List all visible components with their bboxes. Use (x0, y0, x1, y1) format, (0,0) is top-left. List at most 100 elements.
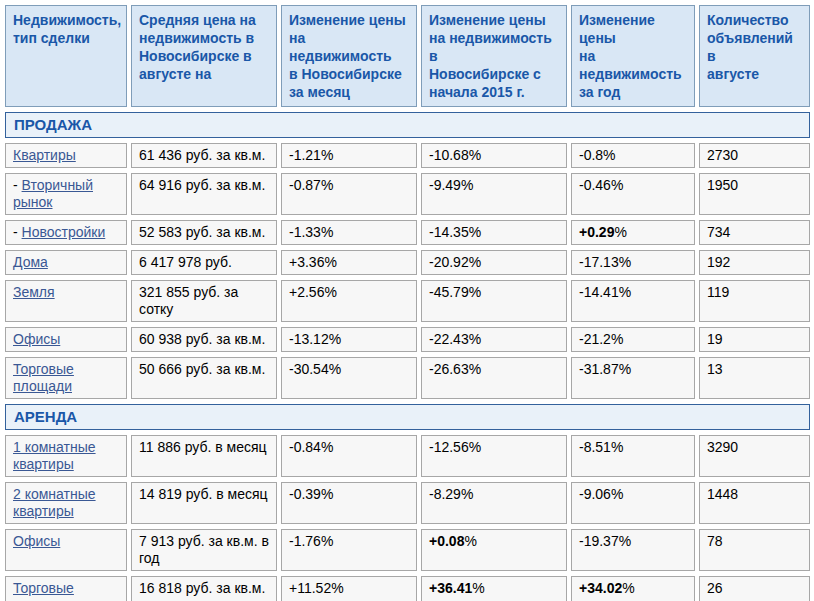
ytd-change-cell: -26.63% (421, 357, 567, 399)
ytd-change-cell: -45.79% (421, 280, 567, 322)
avg-price-cell: 60 938 руб. за кв.м. (131, 327, 277, 352)
year-change-cell: -19.37% (571, 529, 695, 571)
table-row: Торговые площади 16 818 руб. за кв.м. в г… (5, 576, 810, 601)
month-change-cell: +2.56% (281, 280, 417, 322)
year-change-cell: -14.41% (571, 280, 695, 322)
year-change-cell: +34.02% (571, 576, 695, 601)
column-header-avg-price: Средняя цена на недвижимость в Новосибир… (131, 5, 277, 107)
highlighted-value: +36.41 (429, 580, 472, 596)
month-change-cell: -1.76% (281, 529, 417, 571)
year-change-cell: -0.46% (571, 173, 695, 215)
ytd-change-cell: -22.43% (421, 327, 567, 352)
column-header-ytd-change: Изменение цены на недвижимость в Новосиб… (421, 5, 567, 107)
property-type-cell: Дома (5, 250, 127, 275)
listings-count-cell: 119 (699, 280, 810, 322)
month-change-cell: -1.21% (281, 143, 417, 168)
section-row-sale: ПРОДАЖА (5, 112, 810, 138)
property-type-cell: Квартиры (5, 143, 127, 168)
property-type-link[interactable]: Земля (13, 284, 55, 300)
listings-count-cell: 1448 (699, 482, 810, 524)
header-row: Недвижимость, тип сделки Средняя цена на… (5, 5, 810, 107)
year-change-cell: +0.29% (571, 220, 695, 245)
table-row: Офисы 60 938 руб. за кв.м.-13.12%-22.43%-… (5, 327, 810, 352)
column-header-property-type: Недвижимость, тип сделки (5, 5, 127, 107)
ytd-change-cell: -8.29% (421, 482, 567, 524)
listings-count-cell: 26 (699, 576, 810, 601)
property-type-link[interactable]: Новостройки (22, 224, 106, 240)
ytd-change-cell: -12.56% (421, 435, 567, 477)
listings-count-cell: 1950 (699, 173, 810, 215)
listings-count-cell: 13 (699, 357, 810, 399)
year-change-cell: -8.51% (571, 435, 695, 477)
month-change-cell: -1.33% (281, 220, 417, 245)
table-row: Офисы7 913 руб. за кв.м. в год-1.76%+0.0… (5, 529, 810, 571)
year-change-cell: -9.06% (571, 482, 695, 524)
property-type-cell: Офисы (5, 327, 127, 352)
table-row: Земля 321 855 руб. за сотку+2.56%-45.79%-… (5, 280, 810, 322)
month-change-cell: -0.87% (281, 173, 417, 215)
avg-price-cell: 14 819 руб. в месяц (131, 482, 277, 524)
avg-price-cell: 61 436 руб. за кв.м. (131, 143, 277, 168)
property-type-link[interactable]: 1 комнатные квартиры (13, 439, 96, 472)
month-change-cell: +11.52% (281, 576, 417, 601)
property-type-link[interactable]: Торговые площади (13, 580, 74, 601)
month-change-cell: -13.12% (281, 327, 417, 352)
listings-count-cell: 3290 (699, 435, 810, 477)
avg-price-cell: 52 583 руб. за кв.м. (131, 220, 277, 245)
property-type-cell: Торговые площади (5, 576, 127, 601)
section-row-rent: АРЕНДА (5, 404, 810, 430)
table-row: Дома6 417 978 руб.+3.36%-20.92%-17.13%19… (5, 250, 810, 275)
section-header-sale: ПРОДАЖА (5, 112, 810, 138)
table-row: - Новостройки52 583 руб. за кв.м.-1.33%-… (5, 220, 810, 245)
year-change-cell: -17.13% (571, 250, 695, 275)
property-type-cell: Земля (5, 280, 127, 322)
avg-price-cell: 64 916 руб. за кв.м. (131, 173, 277, 215)
avg-price-cell: 7 913 руб. за кв.м. в год (131, 529, 277, 571)
property-type-link[interactable]: Вторичный рынок (13, 177, 93, 210)
month-change-cell: -0.84% (281, 435, 417, 477)
property-type-link[interactable]: Офисы (13, 331, 60, 347)
property-type-cell: 2 комнатные квартиры (5, 482, 127, 524)
property-type-cell: Офисы (5, 529, 127, 571)
property-type-link[interactable]: Торговые площади (13, 361, 74, 394)
avg-price-cell: 16 818 руб. за кв.м. в год (131, 576, 277, 601)
avg-price-cell: 11 886 руб. в месяц (131, 435, 277, 477)
month-change-cell: -30.54% (281, 357, 417, 399)
property-type-cell: - Вторичный рынок (5, 173, 127, 215)
highlighted-value: +0.29 (579, 224, 614, 240)
avg-price-cell: 321 855 руб. за сотку (131, 280, 277, 322)
table-row: Квартиры61 436 руб. за кв.м.-1.21%-10.68… (5, 143, 810, 168)
ytd-change-cell: +36.41% (421, 576, 567, 601)
year-change-cell: -31.87% (571, 357, 695, 399)
listings-count-cell: 78 (699, 529, 810, 571)
table-body: ПРОДАЖА Квартиры 61 436 руб. за кв.м.-1.21… (5, 112, 810, 601)
listings-count-cell: 2730 (699, 143, 810, 168)
month-change-cell: -0.39% (281, 482, 417, 524)
ytd-change-cell: -9.49% (421, 173, 567, 215)
ytd-change-cell: +0.08% (421, 529, 567, 571)
property-type-link[interactable]: Офисы (13, 533, 60, 549)
ytd-change-cell: -20.92% (421, 250, 567, 275)
property-type-link[interactable]: Квартиры (13, 147, 76, 163)
column-header-listings-count: Количество объявлений в августе (699, 5, 810, 107)
year-change-cell: -21.2% (571, 327, 695, 352)
table-row: - Вторичный рынок64 916 руб. за кв.м.-0.… (5, 173, 810, 215)
property-type-link[interactable]: 2 комнатные квартиры (13, 486, 96, 519)
highlighted-value: +34.02 (579, 580, 622, 596)
listings-count-cell: 192 (699, 250, 810, 275)
table-row: Торговые площади 50 666 руб. за кв.м.-30.… (5, 357, 810, 399)
table-row: 2 комнатные квартиры14 819 руб. в месяц-… (5, 482, 810, 524)
column-header-month-change: Изменение цены на недвижимость в Новосиб… (281, 5, 417, 107)
ytd-change-cell: -14.35% (421, 220, 567, 245)
table-row: 1 комнатные квартиры11 886 руб. в месяц-… (5, 435, 810, 477)
property-type-link[interactable]: Дома (13, 254, 48, 270)
highlighted-value: +0.08 (429, 533, 464, 549)
property-type-cell: Торговые площади (5, 357, 127, 399)
property-type-cell: - Новостройки (5, 220, 127, 245)
listings-count-cell: 734 (699, 220, 810, 245)
column-header-year-change: Изменение цены на недвижимость за год (571, 5, 695, 107)
listings-count-cell: 19 (699, 327, 810, 352)
avg-price-cell: 50 666 руб. за кв.м. (131, 357, 277, 399)
property-type-cell: 1 комнатные квартиры (5, 435, 127, 477)
avg-price-cell: 6 417 978 руб. (131, 250, 277, 275)
